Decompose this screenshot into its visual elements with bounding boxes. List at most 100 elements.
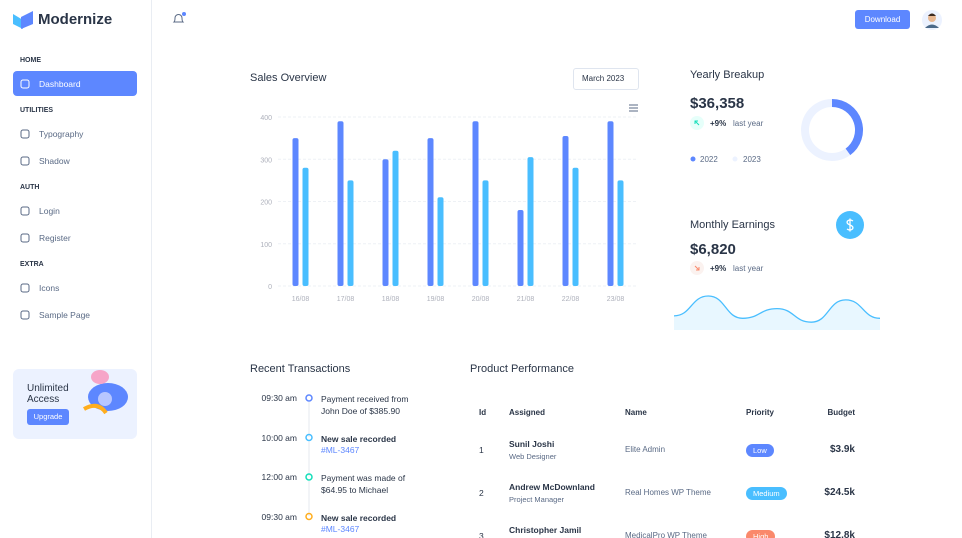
card-title: Sales Overview [250, 72, 327, 84]
y-tick-label: 200 [260, 200, 272, 207]
transaction-time: 12:00 am [261, 472, 297, 482]
x-tick-label: 21/08 [517, 296, 535, 303]
column-header: Priority [746, 408, 775, 417]
budget: $12.8k [824, 530, 855, 538]
change-note: last year [733, 264, 764, 273]
change-arrow [694, 265, 700, 271]
bar [562, 136, 569, 286]
x-tick-label: 19/08 [427, 296, 445, 303]
sidebar-border [151, 0, 152, 538]
nav-item[interactable]: Icons [39, 283, 60, 293]
earnings-area [674, 296, 880, 330]
transaction-link[interactable]: #ML-3467 [321, 523, 360, 534]
bar [382, 159, 389, 286]
nav-icon-shape [20, 206, 30, 216]
bar [572, 167, 579, 286]
nav-icon-shape [20, 156, 30, 166]
change: +9% [710, 264, 727, 273]
section-title: UTILITIES [20, 107, 54, 114]
transaction-text: New sale recorded [321, 512, 397, 523]
bar [617, 180, 624, 286]
promo-illustration [83, 370, 128, 415]
illustration-shape [98, 392, 112, 406]
project-name: Real Homes WP Theme [625, 488, 711, 497]
priority-badge: Low [746, 444, 774, 457]
row-id: 2 [479, 488, 484, 498]
transaction-text: Payment received from John Doe of $385.9… [321, 394, 409, 416]
nav-item[interactable]: Dashboard [39, 79, 81, 89]
upgrade-button[interactable]: Upgrade [27, 409, 69, 425]
assigned-role: Web Designer [509, 452, 557, 461]
section-title: EXTRA [20, 261, 44, 268]
column-header: Budget [827, 408, 855, 417]
bar [427, 138, 434, 286]
project-name: MedicalPro WP Theme [625, 531, 707, 538]
column-header: Name [625, 408, 647, 417]
avatar[interactable] [922, 10, 942, 30]
bar [292, 138, 299, 286]
card-title: Product Performance [470, 363, 574, 375]
y-tick-label: 0 [268, 284, 272, 291]
y-tick-label: 100 [260, 242, 272, 249]
illustration-shape [91, 370, 109, 384]
nav-icon-shape [20, 310, 30, 320]
budget: $3.9k [829, 444, 855, 455]
change-note: last year [733, 119, 764, 128]
timeline-dot [305, 433, 313, 442]
nav-icon [20, 310, 30, 320]
nav-icon [20, 206, 30, 216]
x-tick-label: 20/08 [472, 296, 490, 303]
filter-select[interactable]: March 2023 [573, 68, 639, 90]
change-arrow [694, 120, 700, 126]
bar [472, 121, 479, 286]
legend-dot [732, 156, 738, 162]
transaction-time: 10:00 am [261, 432, 297, 443]
nav-icon [20, 233, 30, 243]
legend-dot [690, 156, 696, 162]
card-title: Recent Transactions [250, 363, 351, 375]
nav-item[interactable]: Login [39, 206, 60, 216]
bar [337, 121, 344, 286]
bar [607, 121, 614, 286]
assigned-role: Project Manager [509, 495, 565, 504]
nav-icon-shape [20, 233, 30, 243]
assigned-name: Sunil Joshi [509, 439, 555, 449]
column-header: Assigned [509, 408, 546, 417]
sales-chart: 0 100 200 300 400 16/08 17/08 18/08 19/08 20/08 21… [260, 104, 638, 303]
dollar-icon [836, 211, 864, 239]
nav-item[interactable]: Register [39, 233, 71, 243]
y-tick-label: 400 [260, 115, 272, 122]
dollar-sign [846, 218, 854, 232]
x-tick-label: 16/08 [292, 296, 310, 303]
donut-segment [831, 99, 863, 156]
card-title: Yearly Breakup [690, 69, 765, 81]
budget: $24.5k [824, 487, 855, 498]
nav-icon-shape [20, 283, 30, 293]
assigned-name: Andrew McDownland [509, 482, 595, 492]
transaction-time: 09:30 am [261, 393, 297, 403]
nav-item[interactable]: Typography [39, 129, 84, 139]
brand: Modernize [38, 11, 113, 28]
assigned-name: Christopher Jamil [509, 525, 582, 535]
transaction-time: 09:30 am [261, 511, 297, 522]
timeline-dot [305, 473, 313, 481]
change-icon [690, 261, 704, 275]
priority-badge: Medium [746, 487, 787, 500]
amount: $36,358 [690, 95, 745, 112]
transaction-link[interactable]: #ML-3467 [321, 444, 360, 455]
legend-dot-shape [732, 156, 738, 162]
timeline-dot [305, 394, 313, 402]
row-id: 1 [479, 445, 484, 455]
download-button[interactable]: Download [855, 10, 910, 29]
change-icon [690, 116, 704, 130]
earnings-line [674, 295, 880, 323]
x-tick-label: 17/08 [337, 296, 355, 303]
y-tick-label: 300 [260, 157, 272, 164]
timeline-dot [305, 512, 313, 521]
nav-active-bg[interactable] [13, 71, 137, 96]
nav-item[interactable]: Shadow [39, 156, 70, 166]
bell-icon[interactable] [171, 12, 187, 26]
nav-item[interactable]: Sample Page [39, 310, 91, 320]
nav-icon-shape [20, 79, 30, 89]
